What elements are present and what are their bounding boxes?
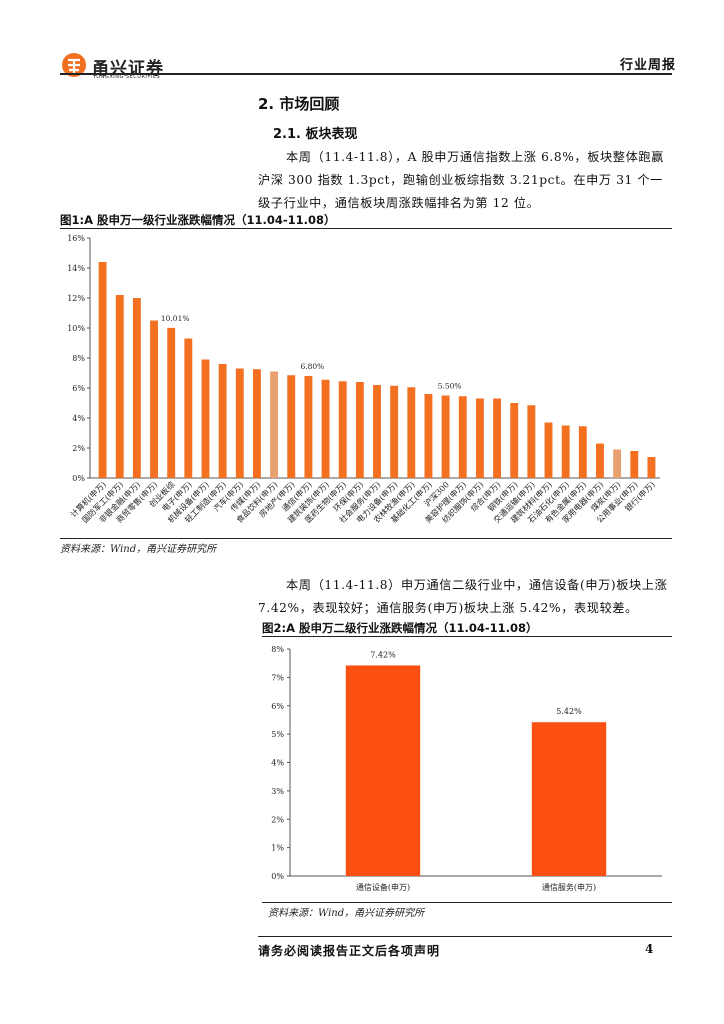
bar xyxy=(287,375,296,478)
bar xyxy=(475,398,484,478)
data-label: 10.01% xyxy=(161,314,190,323)
bar xyxy=(647,457,656,478)
bar xyxy=(115,295,124,478)
bar xyxy=(98,262,107,478)
bar xyxy=(270,371,279,478)
bar xyxy=(390,385,399,478)
footer-disclaimer: 请务必阅读报告正文后各项声明 xyxy=(258,944,441,958)
y-tick-label: 5% xyxy=(271,730,284,739)
bar xyxy=(218,364,227,478)
bar xyxy=(373,385,381,478)
figure2-source: 资料来源：Wind，甬兴证券研究所 xyxy=(268,908,425,919)
bar xyxy=(355,382,364,478)
page-number: 4 xyxy=(645,942,654,956)
y-tick-label: 14% xyxy=(67,264,85,273)
section-title: 2. 市场回顾 xyxy=(258,95,340,113)
figure1-top-rule xyxy=(60,228,672,229)
bar xyxy=(407,387,416,478)
logo-mark-icon xyxy=(62,53,86,77)
y-tick-label: 8% xyxy=(271,645,284,654)
y-tick-label: 2% xyxy=(271,815,284,824)
x-tick-label: 通信设备(申万) xyxy=(356,882,410,892)
y-tick-label: 16% xyxy=(67,234,85,243)
header-divider xyxy=(60,73,672,75)
bar xyxy=(493,398,502,478)
figure2-top-rule xyxy=(262,636,672,637)
data-label: 6.80% xyxy=(300,362,324,371)
bar xyxy=(527,405,536,478)
bar xyxy=(613,449,622,478)
y-tick-label: 0% xyxy=(271,872,284,881)
figure1-title: 图1:A 股申万一级行业涨跌幅情况（11.04-11.08） xyxy=(60,213,336,227)
bar xyxy=(578,426,587,478)
bar xyxy=(458,396,467,478)
y-tick-label: 4% xyxy=(72,414,85,423)
bar xyxy=(252,369,261,478)
paragraph-2: 本周（11.4-11.8）申万通信二级行业中，通信设备(申万)板块上涨 7.42… xyxy=(258,578,668,615)
bar xyxy=(510,403,519,478)
bar xyxy=(132,298,141,478)
bar xyxy=(338,381,347,478)
bar xyxy=(630,451,639,478)
bar xyxy=(441,395,450,478)
report-type: 行业周报 xyxy=(620,58,677,73)
y-tick-label: 2% xyxy=(72,444,85,453)
subsection-title: 2.1. 板块表现 xyxy=(273,127,358,142)
bar xyxy=(167,327,176,478)
data-label: 5.42% xyxy=(556,707,582,716)
figure2-bottom-rule xyxy=(262,902,672,903)
brand-name-en: YONGXING SECURITIES xyxy=(93,74,161,80)
paragraph-1: 本周（11.4-11.8），A 股申万通信指数上涨 6.8%，板块整体跑赢沪深 … xyxy=(258,150,664,210)
bar xyxy=(235,368,244,478)
data-label: 5.50% xyxy=(438,382,462,391)
y-tick-label: 8% xyxy=(72,354,85,363)
y-tick-label: 6% xyxy=(271,702,284,711)
bar xyxy=(304,376,313,478)
bar xyxy=(321,379,330,478)
y-tick-label: 3% xyxy=(271,787,284,796)
y-tick-label: 6% xyxy=(72,384,85,393)
y-tick-label: 12% xyxy=(67,294,85,303)
bar xyxy=(531,722,607,876)
bar xyxy=(201,359,210,478)
bar xyxy=(345,665,421,876)
figure1-bottom-rule xyxy=(60,538,672,539)
figure1-chart: 0%2%4%6%8%10%12%14%16%计算机(申万)国防军工(申万)非银金… xyxy=(67,234,660,525)
bar xyxy=(150,320,158,478)
data-label: 7.42% xyxy=(370,650,396,659)
y-tick-label: 4% xyxy=(271,759,284,768)
x-tick-label: 通信服务(申万) xyxy=(542,882,596,892)
y-tick-label: 1% xyxy=(271,844,284,853)
y-tick-label: 10% xyxy=(67,324,85,333)
company-logo: 甬兴证券 YONGXING SECURITIES xyxy=(60,52,190,82)
y-tick-label: 0% xyxy=(72,474,85,483)
bar xyxy=(184,338,193,478)
figure1-source: 资料来源：Wind，甬兴证券研究所 xyxy=(60,544,217,555)
figure2-title: 图2:A 股申万二级行业涨跌幅情况（11.04-11.08） xyxy=(262,621,538,635)
bar xyxy=(544,422,553,478)
figure2-chart: 0% 1% 2% 3% 4% 5% 6% 7% 8% 7.42% 通信设备(申万) 5.42% 通信服务… xyxy=(271,645,662,892)
bar xyxy=(424,394,433,478)
bar xyxy=(596,443,604,478)
footer-divider xyxy=(258,936,672,937)
bar xyxy=(561,425,570,478)
y-tick-label: 7% xyxy=(271,673,284,682)
